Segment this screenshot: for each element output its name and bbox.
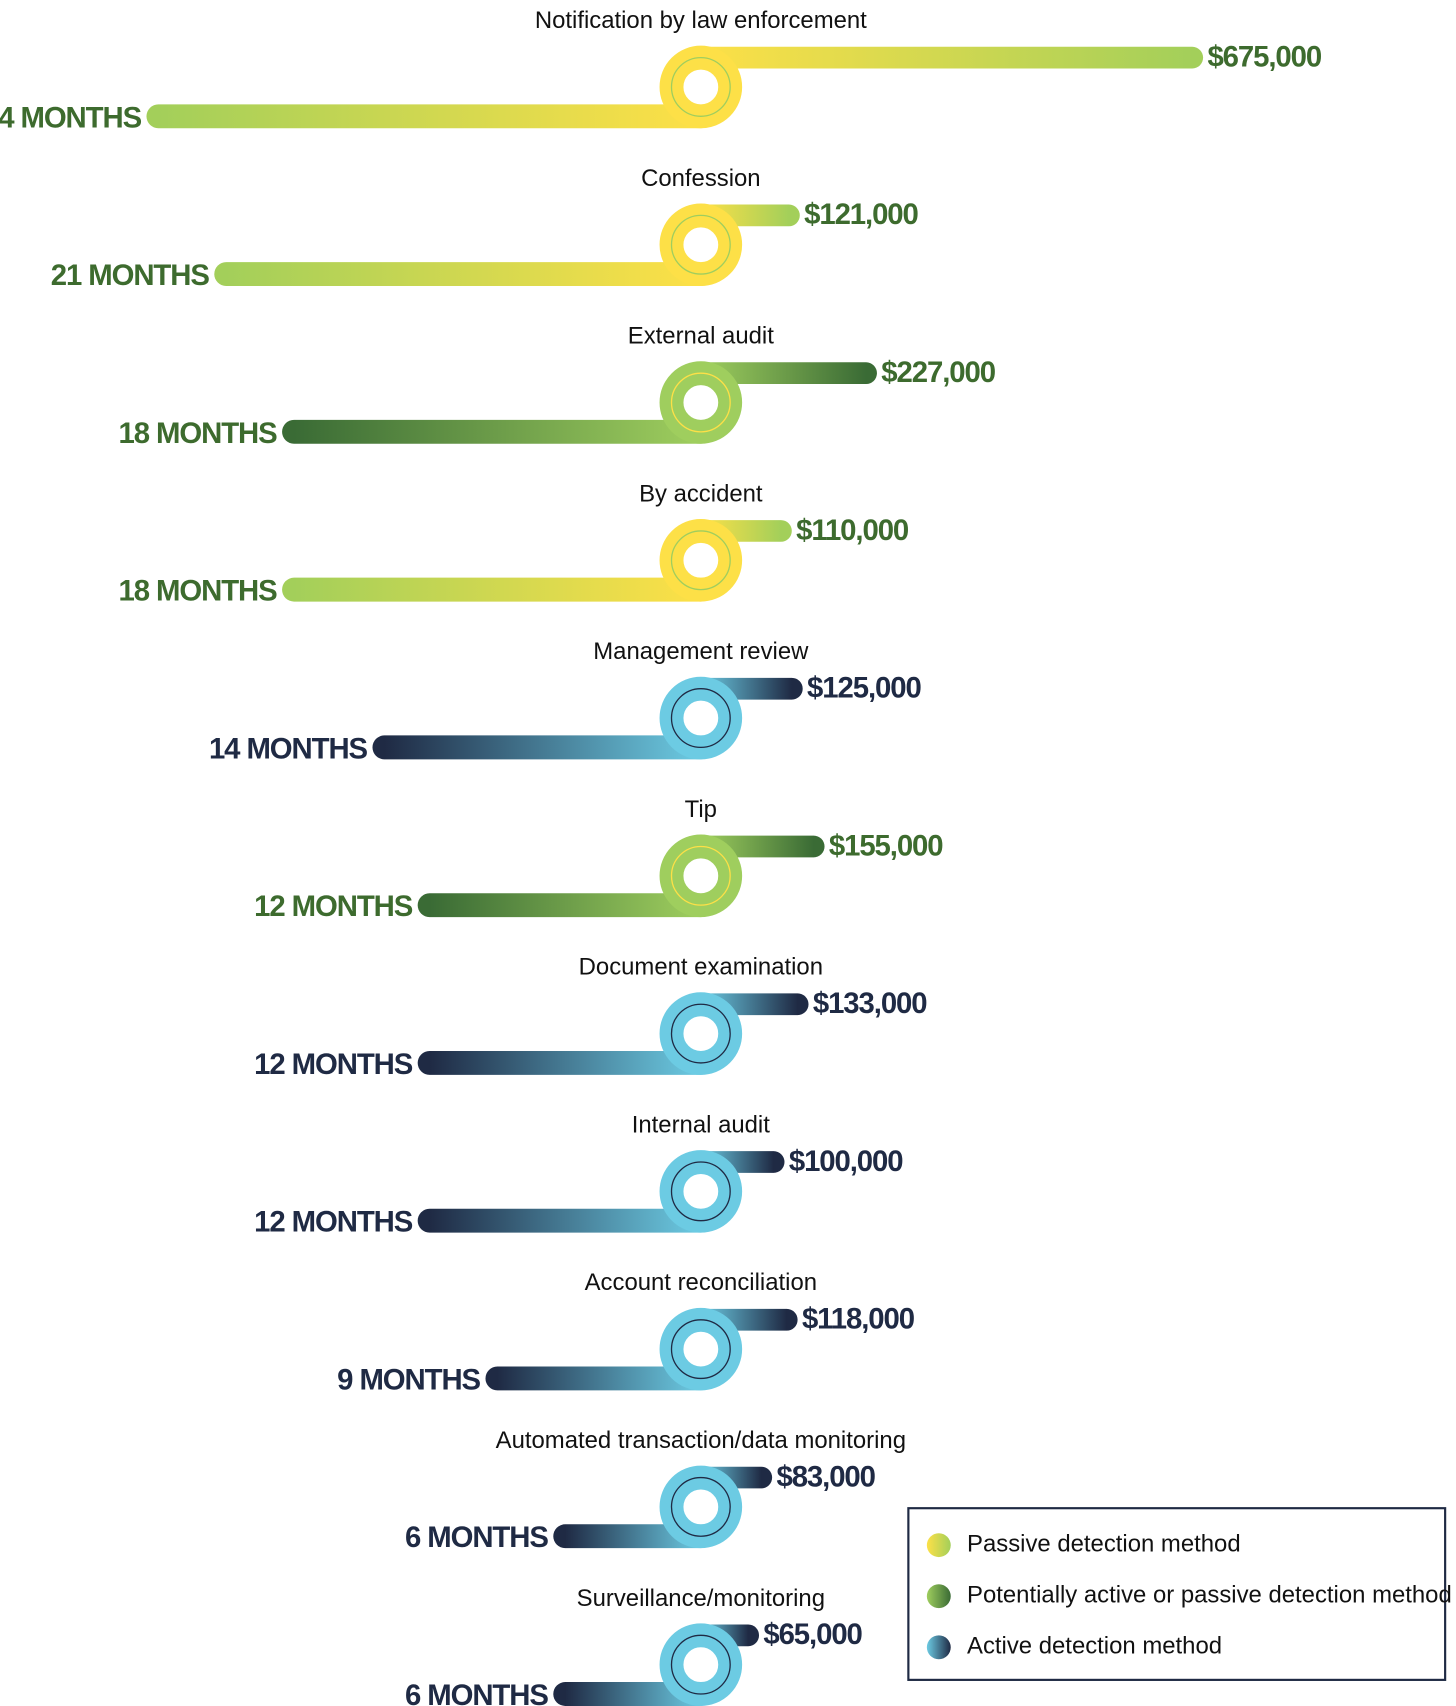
legend-label: Potentially active or passive detection … [967, 1582, 1452, 1609]
category-label: By accident [639, 480, 763, 507]
ring-line [670, 372, 731, 433]
category-label: External audit [628, 323, 774, 350]
ring-line [670, 1476, 731, 1537]
category-label: Tip [685, 796, 717, 823]
ring-line [670, 688, 731, 749]
months-label: 18 MONTHS [119, 575, 278, 608]
ring-line [670, 530, 731, 591]
legend-swatch [926, 1584, 951, 1609]
loss-label: $125,000 [807, 672, 921, 705]
legend-swatch [926, 1635, 951, 1660]
ring-line [670, 1319, 731, 1380]
months-label: 12 MONTHS [254, 890, 413, 923]
months-label: 24 MONTHS [0, 101, 142, 134]
category-label: Management review [593, 638, 809, 665]
loss-label: $121,000 [804, 198, 918, 231]
ring-line [670, 845, 731, 906]
loss-label: $110,000 [796, 514, 909, 547]
ring-line [670, 1634, 731, 1695]
category-label: Internal audit [632, 1111, 770, 1138]
loss-label: $65,000 [763, 1618, 862, 1651]
ring-line [670, 1003, 731, 1064]
months-label: 6 MONTHS [405, 1679, 548, 1706]
category-label: Account reconciliation [585, 1269, 817, 1296]
loss-label: $675,000 [1207, 40, 1321, 73]
months-label: 12 MONTHS [254, 1048, 413, 1081]
ring-line [670, 1161, 731, 1222]
ring-line [670, 214, 731, 275]
months-label: 18 MONTHS [119, 417, 278, 450]
category-label: Automated transaction/data monitoring [496, 1427, 906, 1454]
legend-box [907, 1507, 1447, 1681]
loss-label: $100,000 [789, 1145, 903, 1178]
legend-swatch [926, 1533, 951, 1558]
loss-label: $155,000 [829, 829, 943, 862]
category-label: Confession [641, 165, 761, 192]
loss-label: $83,000 [776, 1460, 875, 1493]
ring-line [670, 56, 731, 117]
legend-label: Passive detection method [967, 1530, 1241, 1557]
category-label: Notification by law enforcement [535, 7, 867, 34]
category-label: Document examination [579, 954, 823, 981]
months-label: 12 MONTHS [254, 1206, 413, 1239]
months-label: 21 MONTHS [51, 259, 210, 292]
loss-label: $227,000 [881, 356, 995, 389]
months-label: 6 MONTHS [405, 1521, 548, 1554]
months-label: 14 MONTHS [209, 732, 368, 765]
legend-label: Active detection method [967, 1633, 1222, 1660]
category-label: Surveillance/monitoring [577, 1585, 825, 1612]
loss-label: $118,000 [802, 1303, 915, 1336]
months-label: 9 MONTHS [337, 1363, 480, 1396]
loss-label: $133,000 [813, 987, 927, 1020]
